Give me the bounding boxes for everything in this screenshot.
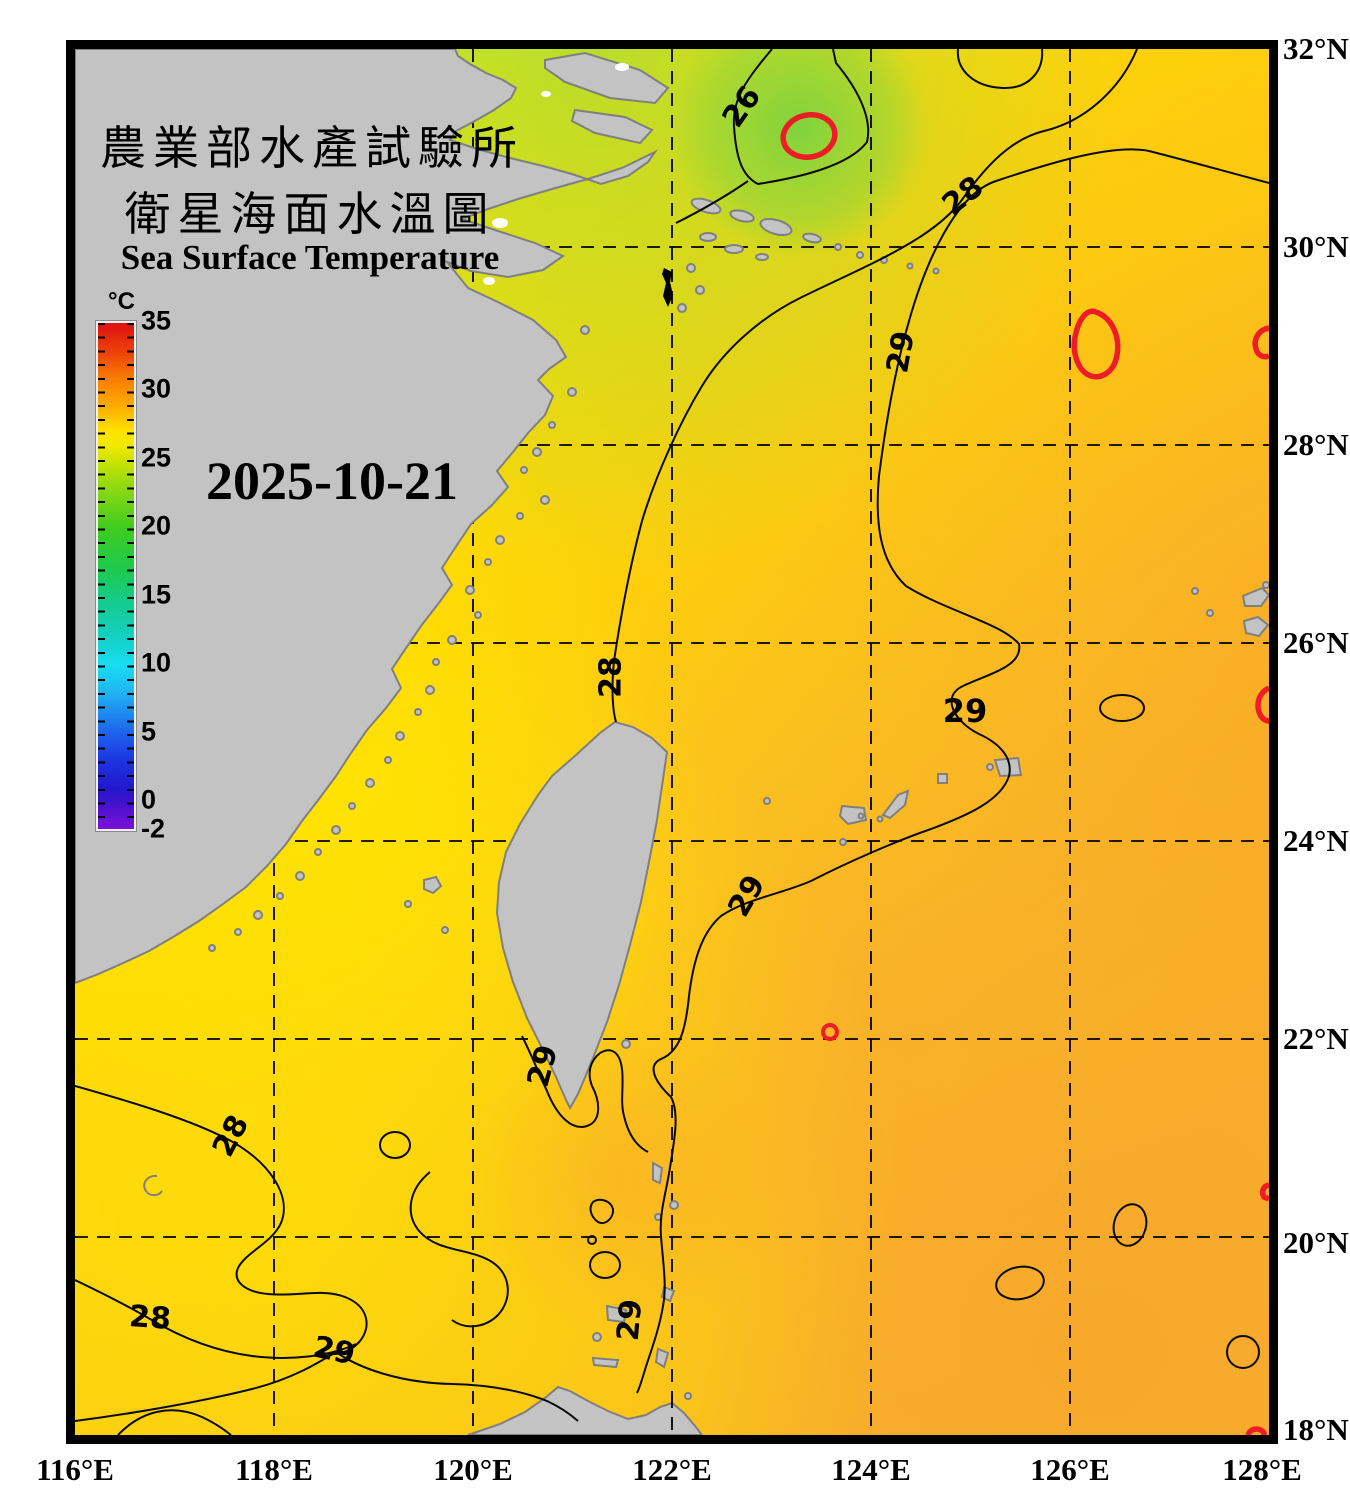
coastal-islets [208,325,590,952]
org-title: 農業部水產試驗所 [100,123,524,174]
contour-label-28-d: 28 [127,1299,173,1337]
y-axis-label-28n: 28°N [1283,427,1349,462]
colorbar-ticks-right [127,323,134,829]
colorbar-tick-30: 30 [141,373,172,404]
colorbar-tick-20: 20 [141,510,172,541]
label-27-partial-mark [662,268,673,307]
taiwan-island [495,720,669,1111]
changxing-island [570,108,654,145]
chongming-island [544,51,670,105]
y-axis-label-26n: 26°N [1283,625,1349,660]
red-contour-6 [1259,1182,1269,1202]
red-contour-5 [821,1023,839,1041]
subtitle-en: Sea Surface Temperature [120,238,500,277]
colorbar [96,321,136,831]
contour-26-coast-branch [675,180,749,224]
cloud-patches [483,63,629,285]
colorbar-tick-25: 25 [141,442,172,473]
map-title: 衛星海面水溫圖 [124,189,496,240]
contour-28-main [611,49,1138,723]
contour-closed-3 [587,1235,597,1245]
red-contour-3 [1252,325,1269,360]
china-mainland [75,49,659,985]
islet-outline [143,1174,163,1197]
contour-label-29-b: 29 [942,692,988,730]
colorbar-tick-0: 0 [141,784,157,815]
contour-28-sw-lower [75,1279,357,1359]
map-date: 2025-10-21 [206,451,458,511]
y-axis-label-30n: 30°N [1283,229,1349,264]
contour-28-sw-upper [75,1085,368,1356]
sst-contours [75,49,1269,1435]
contour-label-28-b: 28 [593,656,629,698]
penghu-islands [404,875,449,934]
y-axis-label-20n: 20°N [1283,1225,1349,1260]
x-axis-label-126e: 126°E [1030,1452,1110,1487]
x-axis-label-122e: 122°E [632,1452,712,1487]
y-axis-label-32n: 32°N [1283,31,1349,66]
colorbar-unit-label: °C [108,288,135,315]
contour-29-south-taiwan [521,1035,649,1153]
x-axis-label-124e: 124°E [831,1452,911,1487]
colorbar-tick-15: 15 [141,579,172,610]
contour-26-loop [732,49,870,186]
red-contour-1 [780,112,838,160]
luzon-island [467,1385,704,1435]
colorbar-ticks-left [98,323,105,829]
contour-closed-4 [1112,1203,1148,1247]
red-contour-2 [1071,308,1121,380]
ryukyu-islands [1191,581,1269,638]
zhoushan-islands [677,197,940,313]
contour-label-29-f: 29 [610,1297,650,1343]
contour-closed-8 [1099,694,1145,722]
x-axis-label-120e: 120°E [433,1452,513,1487]
red-contour-7 [1245,1426,1267,1435]
east-taiwan-islands [763,756,1023,846]
contour-top-right-loop [956,49,1044,90]
contour-29-main [636,148,1269,1394]
landmasses [75,49,1269,1435]
colorbar-tick-10: 10 [141,647,172,678]
map-frame-border [66,40,1278,1444]
x-axis-label-118e: 118°E [235,1452,313,1487]
contour-closed-2 [589,1198,615,1224]
contour-closed-1 [589,1251,621,1279]
colorbar-tick-35: 35 [141,305,172,336]
x-axis-label-128e: 128°E [1222,1452,1302,1487]
y-axis-label-18n: 18°N [1283,1412,1349,1447]
y-axis-label-24n: 24°N [1283,823,1349,858]
contour-29-sw [75,1350,579,1422]
y-axis-label-22n: 22°N [1283,1021,1349,1056]
contour-closed-5 [995,1265,1045,1301]
contour-closed-6 [1226,1335,1260,1369]
colorbar-tick-neg2: -2 [141,813,166,844]
colorbar-tick-5: 5 [141,716,157,747]
contour-meander-120e [409,1171,509,1328]
warm-core-contours [780,112,1269,1435]
contour-dip-bottom-left [117,1409,232,1435]
contour-label-29-a: 29 [880,328,922,376]
contour-closed-7 [379,1131,411,1159]
x-axis-label-116e: 116°E [36,1452,114,1487]
red-contour-4 [1255,685,1269,724]
